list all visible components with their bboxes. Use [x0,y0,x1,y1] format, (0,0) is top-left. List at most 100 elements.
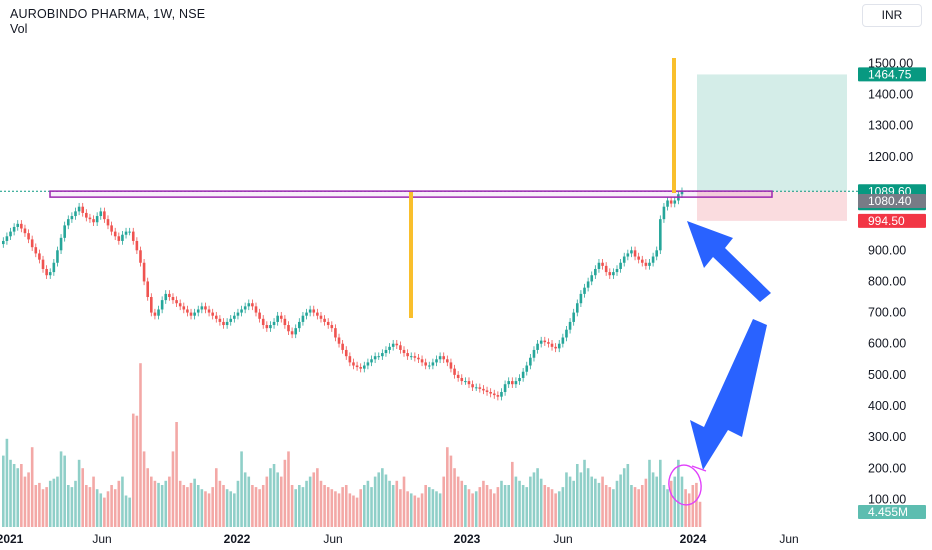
volume-bar [579,472,583,527]
volume-bar [399,489,402,527]
volume-circle-tail [691,465,707,472]
candle-body [399,345,402,350]
volume-indicator-label[interactable]: Vol [10,22,28,36]
volume-bar [557,491,561,527]
volume-bar [496,487,500,527]
volume-bar [409,493,413,527]
volume-bar [131,413,135,527]
volume-bar [521,485,525,527]
volume-bar [171,451,175,527]
volume-bar [52,478,56,527]
annotation-vline-long[interactable] [672,58,676,193]
candle-body [446,359,449,363]
volume-bar [229,491,233,527]
currency-button[interactable]: INR [862,4,922,27]
target-zone [697,74,847,192]
candle-body [240,309,243,313]
volume-bar [417,497,420,527]
candle-body [308,309,312,313]
candle-body [673,200,677,204]
volume-bar [420,493,424,527]
arrow-price[interactable] [687,221,771,302]
candle-body [590,275,594,282]
volume-bar [110,485,113,527]
candle-body [622,256,626,263]
volume-bar [139,363,142,527]
volume-bar [186,487,189,527]
volume-circle[interactable] [666,463,704,508]
annotation-vline-short[interactable] [409,192,413,318]
candle-body [565,329,568,338]
x-axis[interactable]: 2021 Jun 2022 Jun 2023 Jun 2024 Jun [0,532,799,546]
candle-body [377,356,381,358]
candle-body [619,262,622,269]
candle-body [464,381,467,383]
volume-bar [70,487,74,527]
candle-body [81,206,85,213]
candle-body [359,367,362,369]
volume-bar [500,480,503,527]
volume-bar [352,495,355,527]
x-tick-label: Jun [323,532,342,546]
volume-bar [189,482,193,527]
volume-bar [279,476,283,527]
volume-bar [568,476,572,527]
candle-body [261,318,265,326]
candle-body [222,321,225,326]
candle-body [633,250,637,257]
y-axis[interactable]: 1500.00 1400.00 1300.00 1200.00 900.00 800.00… [868,56,913,506]
volume-bar [370,487,373,527]
volume-bar [128,497,131,527]
candle-body [211,312,214,316]
candle-body [233,315,236,319]
candle-body [171,297,175,301]
volume-bar [601,476,604,527]
candle-body [431,362,435,366]
volume-bar [640,485,644,527]
volume-bar [23,476,27,527]
volume-bar [323,485,326,527]
volume-bar [38,482,41,527]
candle-body [482,388,485,391]
volume-bar [691,485,695,527]
candle-body [337,337,341,344]
volume-bar [662,485,666,527]
candle-body [92,219,95,223]
candle-body [334,328,337,338]
volume-bar [258,489,261,527]
candle-body [131,231,135,241]
volume-bar [56,476,59,527]
volume-bar [164,480,168,527]
volume-bar [677,459,680,527]
volume-bar [2,455,5,527]
candle-body [38,253,41,260]
candle-body [316,312,319,316]
volume-bar [308,476,312,527]
volume-bar [326,487,330,527]
volume-bar [218,480,222,527]
arrow-volume[interactable] [690,319,767,470]
candle-body [214,315,218,319]
candle-body [279,315,283,319]
candle-body [48,272,52,276]
candle-body [373,356,377,360]
x-tick-label: 2021 [0,532,24,546]
volume-bar [424,485,427,527]
candle-body [395,343,399,346]
candle-body [637,256,640,260]
candle-body [103,211,106,220]
candle-body [95,216,99,223]
volume-bar [590,476,594,527]
candle-body [550,343,554,347]
volume-bar [604,485,608,527]
candle-body [200,306,204,310]
candle-body [572,312,575,322]
volume-bar [74,480,77,527]
volume-bar [240,451,243,527]
candle-body [586,281,590,288]
volume-bar [88,487,92,527]
candle-body [323,318,326,322]
candle-body [27,233,30,240]
